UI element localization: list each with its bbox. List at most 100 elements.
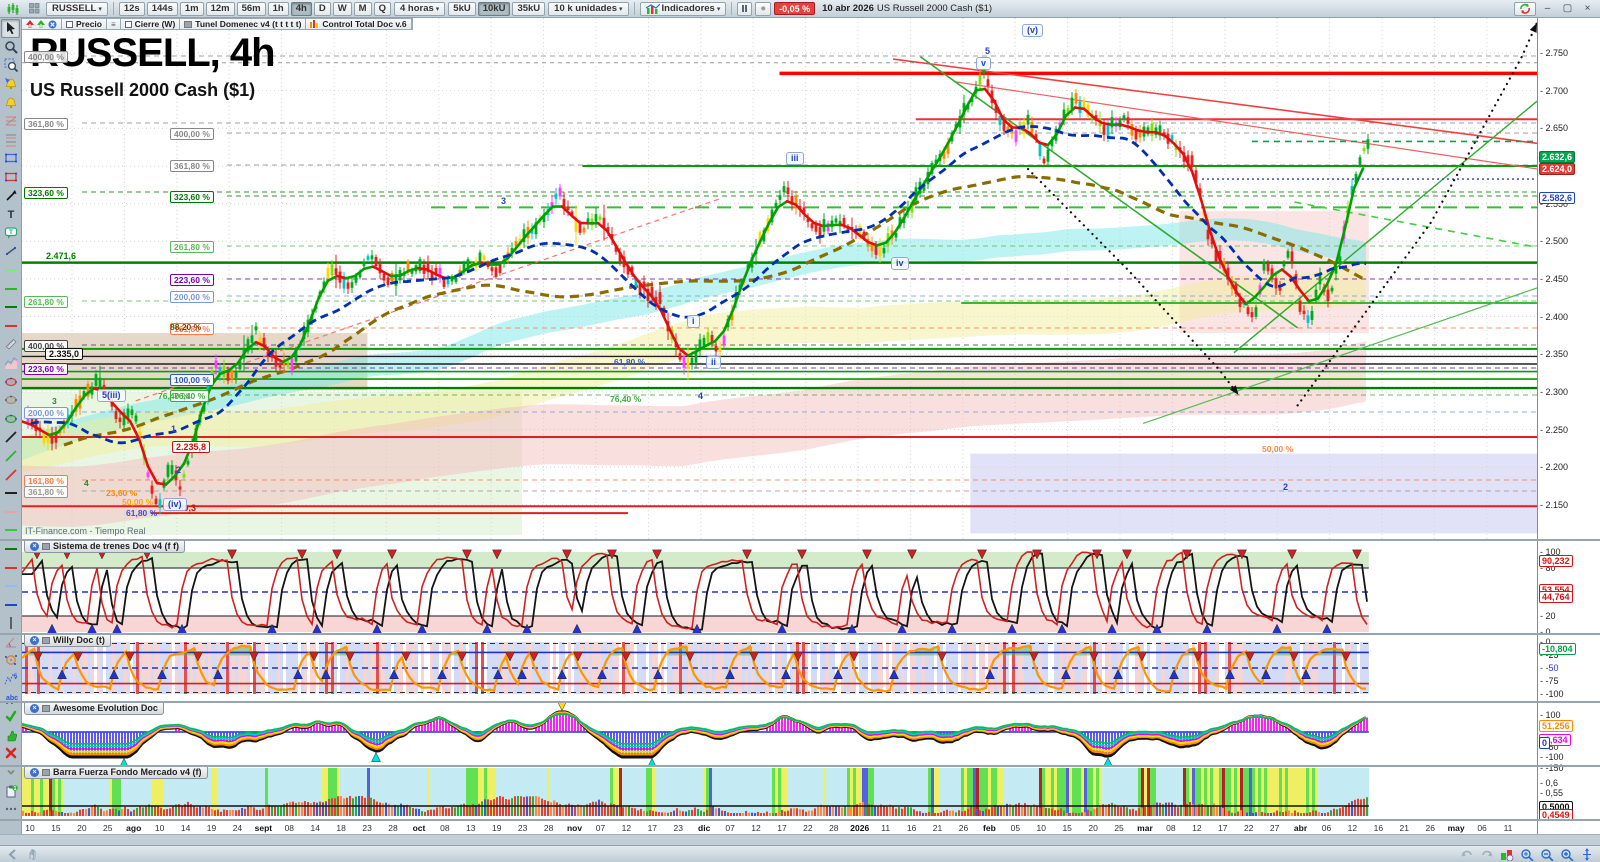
- fib-retracement-tool[interactable]: [1, 112, 20, 131]
- timeframe-button-1h[interactable]: 1h: [267, 1, 289, 16]
- price-axis[interactable]: - 2.750- 2.700- 2.650- 2.600- 2.550- 2.5…: [1537, 18, 1600, 834]
- like-tool[interactable]: [1, 726, 20, 745]
- indicator-panel-1[interactable]: × Sistema de trenes Doc v4 (f f): [22, 540, 1537, 634]
- line-tool-red[interactable]: [1, 465, 20, 484]
- indicator-canvas-4[interactable]: [22, 766, 1537, 820]
- indicator-header-4[interactable]: × Barra Fuerza Fondo Mercado v4 (f): [24, 766, 208, 779]
- ellipse-tool-red[interactable]: [1, 372, 20, 391]
- indicator-canvas-2[interactable]: [22, 634, 1537, 702]
- elliott-wave-tool[interactable]: 5: [1, 670, 20, 689]
- alarm-add-tool[interactable]: [1, 75, 20, 94]
- timeframe-button-144s[interactable]: 144s: [146, 1, 178, 16]
- expand-red-icon[interactable]: [26, 20, 34, 28]
- timeframe-button-D[interactable]: D: [313, 1, 331, 16]
- close-indicator-icon[interactable]: ×: [30, 635, 39, 645]
- units-dropdown[interactable]: 10 k unidades ▾: [548, 1, 629, 16]
- indicator-canvas-3[interactable]: [22, 702, 1537, 766]
- ellipse-tool-green[interactable]: [1, 409, 20, 428]
- legend-price[interactable]: Precio: [62, 19, 107, 29]
- panel-divider[interactable]: [0, 765, 1600, 767]
- pan-left-icon[interactable]: [4, 847, 22, 862]
- timeframe-button-56m[interactable]: 56m: [236, 1, 266, 16]
- zoom-tool[interactable]: [1, 38, 20, 57]
- hline-tool-red2[interactable]: [1, 558, 20, 577]
- hline-tool-pink[interactable]: [1, 502, 20, 521]
- main-chart-canvas[interactable]: [22, 18, 1537, 540]
- angle-tool[interactable]: [1, 633, 20, 652]
- panel-divider[interactable]: [0, 539, 1600, 541]
- delete-tool[interactable]: [1, 744, 20, 763]
- zoom-out-icon[interactable]: [1538, 847, 1556, 862]
- timeframe-button-W[interactable]: W: [332, 1, 352, 16]
- symbol-selector[interactable]: RUSSELL ▾: [46, 1, 108, 16]
- hline-tool-green2[interactable]: [1, 521, 20, 540]
- fib-expansion-tool[interactable]: [1, 131, 20, 150]
- pan-hand-icon[interactable]: [24, 847, 42, 862]
- timeframe-dropdown[interactable]: 4 horas ▾: [393, 1, 446, 16]
- indicator-header-3[interactable]: × Awesome Evolution Doc: [24, 702, 164, 715]
- indicator-panel-3[interactable]: × Awesome Evolution Doc: [22, 702, 1537, 766]
- collapse-tool[interactable]: [1, 763, 20, 782]
- timeframe-button-12m[interactable]: 12m: [205, 1, 235, 16]
- line-tool-green[interactable]: [1, 447, 20, 466]
- segment-tool[interactable]: [1, 242, 20, 261]
- price-checkbox[interactable]: [66, 20, 73, 28]
- zoom-area-tool[interactable]: [1, 56, 20, 75]
- hline-tool-green[interactable]: [1, 279, 20, 298]
- indicators-dropdown[interactable]: Indicadores ▾: [639, 1, 727, 16]
- vline-tool[interactable]: [1, 614, 20, 633]
- ruler-tool[interactable]: [1, 335, 20, 354]
- record-button[interactable]: ●: [755, 1, 772, 16]
- timeframe-button-M[interactable]: M: [353, 1, 372, 16]
- zoom-in-icon[interactable]: [1558, 847, 1576, 862]
- minimize-button[interactable]: –: [1544, 3, 1551, 14]
- panel-divider[interactable]: [0, 701, 1600, 703]
- unit-button-10kU[interactable]: 10kU: [477, 1, 511, 16]
- chart-tool-icon[interactable]: [1498, 847, 1516, 862]
- timeframe-button-4h[interactable]: 4h: [290, 1, 312, 16]
- line-tool-black[interactable]: [1, 428, 20, 447]
- indicator-header-2[interactable]: × Willy Doc (t): [24, 634, 111, 647]
- hline-tool-blue[interactable]: [1, 595, 20, 614]
- callout-tool[interactable]: T: [1, 224, 20, 243]
- refresh-button[interactable]: [1514, 1, 1536, 16]
- timeframe-button-12s[interactable]: 12s: [118, 1, 145, 16]
- unit-button-35kU[interactable]: 35kU: [512, 1, 546, 16]
- close-indicator-icon[interactable]: ×: [30, 767, 39, 777]
- selection-rect-tool[interactable]: [1, 149, 20, 168]
- legend-control[interactable]: Control Total Doc v.6: [306, 19, 412, 29]
- axis-scale-icon[interactable]: [1578, 847, 1596, 862]
- hline-tool-lightblue[interactable]: [1, 577, 20, 596]
- hline-tool-black[interactable]: [1, 484, 20, 503]
- confirm-tool[interactable]: [1, 707, 20, 726]
- close-w-checkbox[interactable]: [124, 20, 132, 28]
- close-button[interactable]: ×: [1584, 3, 1591, 14]
- expand-green-icon[interactable]: [37, 20, 45, 28]
- rect-draw-tool[interactable]: [1, 168, 20, 187]
- timeframe-button-1m[interactable]: 1m: [179, 1, 204, 16]
- indicator-header-1[interactable]: × Sistema de trenes Doc v4 (f f): [24, 540, 186, 553]
- trend-arrow-tool[interactable]: [1, 186, 20, 205]
- layout-grid-icon[interactable]: [25, 1, 43, 16]
- redo-icon[interactable]: [1478, 847, 1496, 862]
- abc-wave-tool[interactable]: abc: [1, 688, 20, 707]
- close-all-icon[interactable]: [48, 20, 57, 29]
- legend-list[interactable]: ≡: [107, 19, 121, 29]
- legend-tunnel[interactable]: Tunel Domenec v4 (t t t t t): [180, 19, 307, 29]
- zoom-fit-icon[interactable]: [1518, 847, 1536, 862]
- main-chart[interactable]: Precio ≡ Cierre (W) Tunel Domenec v4 (t …: [22, 18, 1537, 540]
- restore-button[interactable]: ▢: [1562, 3, 1573, 14]
- chart-preview-tool[interactable]: [1, 354, 20, 373]
- indicator-panel-2[interactable]: × Willy Doc (t): [22, 634, 1537, 702]
- ellipse-tool-tan[interactable]: [1, 391, 20, 410]
- hline-tool-darkgreen[interactable]: [1, 298, 20, 317]
- text-tool[interactable]: T: [1, 205, 20, 224]
- panel-divider[interactable]: [0, 633, 1600, 635]
- alarm-tool[interactable]: [1, 93, 20, 112]
- time-axis[interactable]: 10 15 20 25 ago 10 14 19 24 sept 08 14 18 23 28 oct 08 13…: [22, 820, 1537, 834]
- hline-tool-lightgreen[interactable]: [1, 261, 20, 280]
- indicator-canvas-1[interactable]: [22, 540, 1537, 634]
- close-indicator-icon[interactable]: ×: [30, 541, 39, 551]
- close-indicator-icon[interactable]: ×: [30, 703, 39, 713]
- orders-tool[interactable]: 1: [1, 781, 20, 800]
